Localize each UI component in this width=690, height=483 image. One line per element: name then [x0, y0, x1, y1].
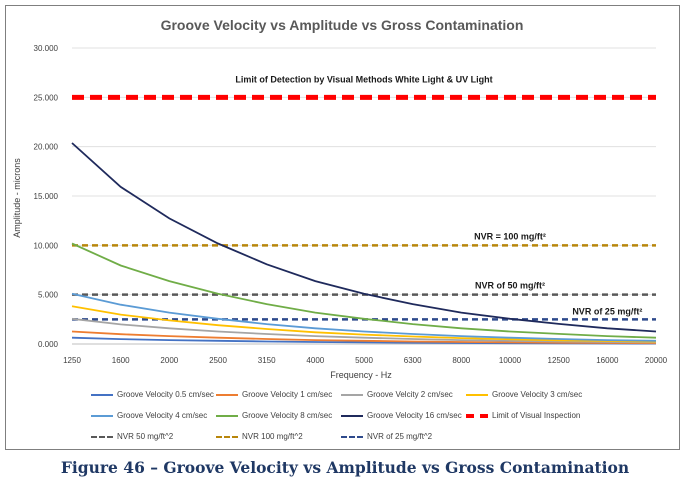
legend-label: Groove Velocity 1 cm/sec: [242, 390, 333, 399]
legend-label: Groove Velocity 4 cm/sec: [117, 411, 208, 420]
legend-label: Groove Velcity 2 cm/sec: [367, 390, 453, 399]
y-tick-label: 25.000: [34, 93, 59, 102]
legend-swatch: [341, 435, 363, 438]
x-tick-label: 1600: [112, 356, 130, 365]
series-line-2: [71, 317, 657, 344]
x-axis-label: Frequency - Hz: [330, 370, 392, 380]
x-tick-label: 12500: [548, 356, 571, 365]
y-tick-label: 10.000: [34, 241, 59, 250]
legend-item: Groove Velcity 2 cm/sec: [341, 390, 453, 399]
legend-label: NVR 100 mg/ft^2: [242, 432, 303, 441]
legend-label: Groove Velocity 16 cm/sec: [367, 411, 462, 420]
chart-svg: 0.000 5.000 10.000 15.000 20.000 25.000 30.000…: [12, 17, 668, 380]
legend-item: Groove Velocity 3 cm/sec: [466, 390, 582, 399]
legend-swatch: [91, 414, 113, 417]
chart-title: Groove Velocity vs Amplitude vs Gross Co…: [161, 17, 524, 33]
legend-label: Groove Velocity 0.5 cm/sec: [117, 390, 214, 399]
legend-item: Limit of Visual Inspection: [466, 411, 580, 420]
series-line-3: [71, 305, 657, 343]
x-tick-label: 6300: [404, 356, 422, 365]
legend-label: Groove Velocity 8 cm/sec: [242, 411, 333, 420]
legend-item: Groove Velocity 16 cm/sec: [341, 411, 462, 420]
legend-label: NVR of 25 mg/ft^2: [367, 432, 433, 441]
x-tick-label: 8000: [452, 356, 470, 365]
chart-annotation: NVR = 100 mg/ft²: [474, 231, 546, 241]
y-tick-label: 15.000: [34, 192, 59, 201]
chart-annotation: Limit of Detection by Visual Methods Whi…: [235, 75, 492, 85]
legend-item: Groove Velocity 4 cm/sec: [91, 411, 207, 420]
x-tick-label: 20000: [645, 356, 668, 365]
legend-item: NVR of 25 mg/ft^2: [341, 432, 432, 441]
legend-label: Limit of Visual Inspection: [492, 411, 581, 420]
legend-item: NVR 100 mg/ft^2: [216, 432, 303, 441]
x-tick-label: 3150: [258, 356, 276, 365]
series-line-1: [71, 330, 657, 345]
y-tick-label: 0.000: [38, 340, 59, 349]
chart-annotation: NVR of 25 mg/ft²: [572, 306, 642, 316]
y-axis-label: Amplitude - microns: [12, 158, 22, 238]
chart-annotation: NVR of 50 mg/ft²: [475, 281, 545, 291]
chart-frame: 0.000 5.000 10.000 15.000 20.000 25.000 30.000…: [5, 5, 680, 450]
legend-label: NVR 50 mg/ft^2: [117, 432, 174, 441]
x-tick-label: 10000: [499, 356, 522, 365]
series-line-6: [71, 142, 657, 333]
y-tick-label: 20.000: [34, 143, 59, 152]
legend-swatch: [216, 393, 238, 396]
legend-swatch: [216, 414, 238, 417]
x-tick-label: 1250: [63, 356, 81, 365]
legend-swatch: [341, 393, 363, 396]
legend-swatch: [91, 393, 113, 396]
x-tick-label: 4000: [306, 356, 324, 365]
series-line-5: [71, 242, 657, 339]
y-tick-label: 30.000: [34, 44, 59, 53]
x-tick-label: 16000: [596, 356, 619, 365]
legend-swatch: [466, 413, 488, 418]
legend-swatch: [91, 435, 113, 438]
y-tick-label: 5.000: [38, 291, 59, 300]
x-tick-label: 2000: [160, 356, 178, 365]
legend-item: Groove Velocity 1 cm/sec: [216, 390, 332, 399]
legend-item: NVR 50 mg/ft^2: [91, 432, 173, 441]
legend-item: Groove Velocity 0.5 cm/sec: [91, 390, 214, 399]
legend-swatch: [466, 393, 488, 396]
x-tick-label: 2500: [209, 356, 227, 365]
legend-swatch: [216, 435, 238, 438]
legend-swatch: [341, 414, 363, 417]
figure-caption: Figure 46 – Groove Velocity vs Amplitude…: [60, 458, 630, 477]
x-tick-label: 5000: [355, 356, 373, 365]
series-line-4: [71, 292, 657, 342]
legend-label: Groove Velocity 3 cm/sec: [492, 390, 583, 399]
legend-item: Groove Velocity 8 cm/sec: [216, 411, 332, 420]
